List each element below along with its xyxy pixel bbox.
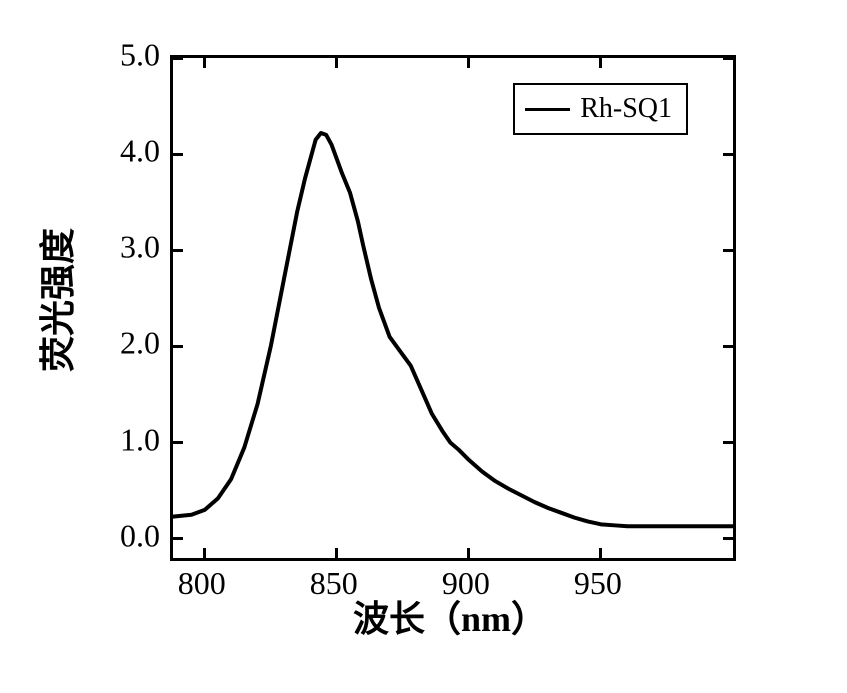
plot-area: Rh-SQ1 bbox=[170, 55, 736, 561]
chart-container: 荧光强度 波长（nm） Rh-SQ1 0.01.02.03.04.05.0 80… bbox=[40, 30, 800, 650]
y-tick-label: 5.0 bbox=[120, 37, 160, 74]
x-tick-label: 950 bbox=[574, 565, 622, 602]
y-tick-label: 2.0 bbox=[120, 325, 160, 362]
x-tick-label: 800 bbox=[178, 565, 226, 602]
y-axis-label: 荧光强度 bbox=[29, 228, 81, 372]
x-tick-label: 900 bbox=[442, 565, 490, 602]
y-tick-label: 1.0 bbox=[120, 421, 160, 458]
spectrum-line bbox=[173, 58, 733, 558]
y-tick-label: 4.0 bbox=[120, 133, 160, 170]
x-tick-label: 850 bbox=[310, 565, 358, 602]
y-tick-label: 0.0 bbox=[120, 517, 160, 554]
y-tick-label: 3.0 bbox=[120, 229, 160, 266]
